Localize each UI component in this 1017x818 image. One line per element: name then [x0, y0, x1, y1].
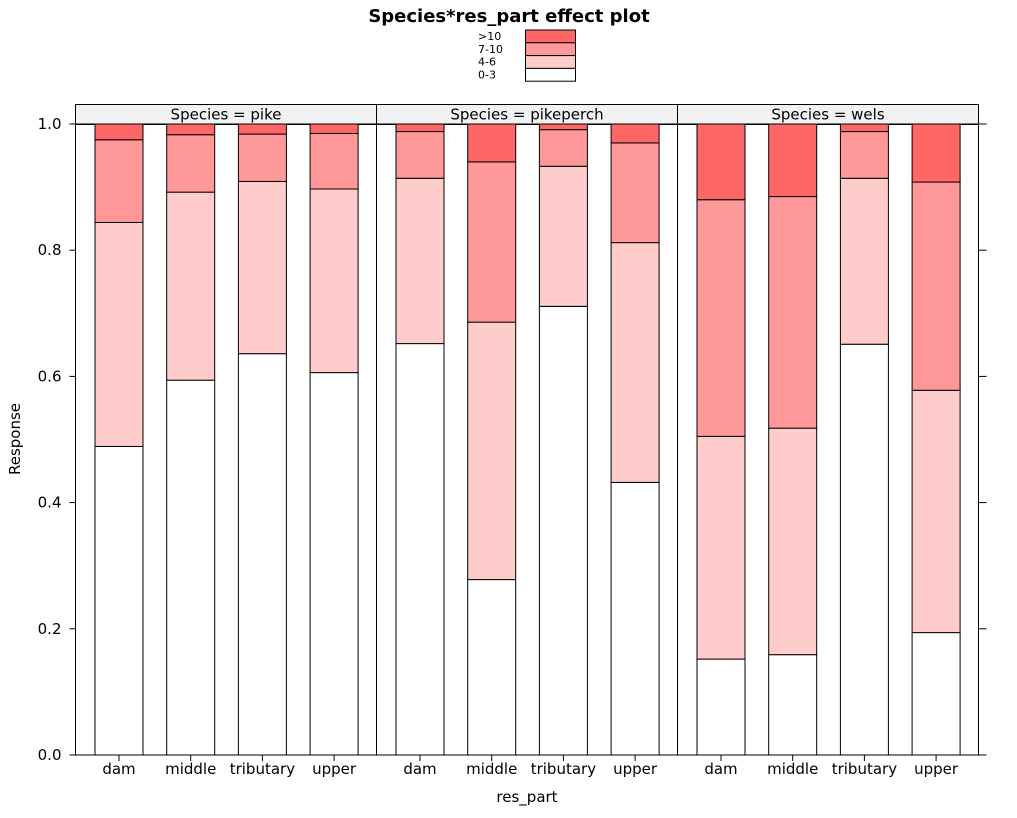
bar-segment-species-pike-upper-10	[309, 123, 359, 134]
y-axis: 0.0 0.2 0.4 0.6 0.8 1.0	[38, 115, 987, 764]
legend-label-4-6: 4-6	[478, 56, 496, 69]
bar-segment-species-pikeperch-dam-7-10	[395, 131, 445, 179]
legend-label-10: >10	[478, 30, 501, 43]
bar-segment-species-wels-tributary-0-3	[839, 343, 889, 756]
bar-segment-species-pike-dam-10	[94, 123, 144, 141]
x-tick-label-middle: middle	[767, 760, 818, 778]
bar-segment-species-pikeperch-dam-4-6	[395, 177, 445, 345]
strip-label-species-pike: Species = pike	[171, 106, 282, 124]
bar-segment-species-pike-tributary-10	[237, 123, 287, 135]
y-tick-label-0-0: 0.0	[38, 746, 62, 764]
bar-segment-species-pikeperch-dam-10	[395, 123, 445, 133]
legend-swatch-0-3	[525, 67, 576, 82]
bar-segment-species-pikeperch-upper-10	[610, 123, 660, 144]
bar-segment-species-pikeperch-dam-0-3	[395, 343, 445, 756]
legend-swatch-4-6	[525, 55, 576, 69]
bar-segment-species-pikeperch-middle-7-10	[467, 161, 517, 323]
panel-frame-species-wels	[677, 123, 979, 756]
x-tick-label-dam: dam	[403, 760, 436, 778]
x-tick-label-tributary: tributary	[832, 760, 897, 778]
bar-segment-species-pike-upper-0-3	[309, 372, 359, 756]
y-tick-label-0-6: 0.6	[38, 367, 62, 385]
bar-segment-species-pikeperch-upper-0-3	[610, 481, 660, 756]
bar-segment-species-pike-upper-4-6	[309, 188, 359, 374]
legend: >107-104-60-3	[478, 29, 576, 82]
bar-segment-species-wels-middle-4-6	[768, 427, 818, 656]
bar-segment-species-pike-tributary-4-6	[237, 180, 287, 355]
bar-segment-species-wels-middle-0-3	[768, 654, 818, 756]
panel-species-pikeperch: Species = pikeperch dam middle tributary upp…	[376, 104, 678, 778]
bar-segment-species-pike-dam-7-10	[94, 139, 144, 223]
bar-segment-species-wels-middle-7-10	[768, 196, 818, 429]
bar-segment-species-pike-dam-0-3	[94, 445, 144, 756]
bar-segment-species-pikeperch-tributary-4-6	[538, 165, 588, 307]
bar-segment-species-pikeperch-upper-7-10	[610, 142, 660, 244]
bar-segment-species-pike-tributary-0-3	[237, 353, 287, 756]
bar-segment-species-pike-middle-4-6	[166, 191, 216, 381]
bar-segment-species-wels-tributary-10	[839, 123, 889, 133]
chart-title: Species*res_part effect plot	[368, 6, 650, 27]
bar-segment-species-wels-upper-10	[911, 123, 961, 183]
bar-segment-species-pike-middle-0-3	[166, 379, 216, 756]
bar-segment-species-pikeperch-middle-4-6	[467, 321, 517, 581]
x-tick-label-tributary: tributary	[531, 760, 596, 778]
x-tick-label-middle: middle	[165, 760, 216, 778]
legend-label-7-10: 7-10	[478, 43, 503, 56]
bar-segment-species-pike-upper-7-10	[309, 132, 359, 190]
bar-segment-species-wels-dam-7-10	[696, 199, 746, 437]
x-tick-label-upper: upper	[613, 760, 658, 778]
x-tick-label-tributary: tributary	[230, 760, 295, 778]
x-tick-label-dam: dam	[704, 760, 737, 778]
bar-segment-species-pikeperch-tributary-10	[538, 123, 588, 131]
y-tick-label-0-2: 0.2	[38, 620, 62, 638]
y-axis-label: Response	[6, 403, 24, 475]
x-tick-label-dam: dam	[102, 760, 135, 778]
bar-segment-species-wels-middle-10	[768, 123, 818, 198]
y-tick-label-1-0: 1.0	[38, 115, 62, 133]
legend-swatch-10	[525, 29, 576, 44]
bar-segment-species-pike-tributary-7-10	[237, 133, 287, 182]
bar-segment-species-pikeperch-middle-10	[467, 123, 517, 163]
legend-swatch-7-10	[525, 42, 576, 57]
y-tick-label-0-8: 0.8	[38, 241, 62, 259]
strip-label-species-wels: Species = wels	[771, 106, 884, 124]
bar-segment-species-pikeperch-middle-0-3	[467, 579, 517, 756]
bar-segment-species-pike-middle-7-10	[166, 134, 216, 193]
bar-segment-species-wels-upper-4-6	[911, 389, 961, 634]
legend-label-0-3: 0-3	[478, 68, 496, 81]
x-tick-label-upper: upper	[312, 760, 357, 778]
panel-species-pike: Species = pike dam middle tributary upper	[75, 104, 377, 778]
strip-label-species-pikeperch: Species = pikeperch	[450, 106, 603, 124]
bar-segment-species-wels-upper-7-10	[911, 181, 961, 391]
x-tick-label-upper: upper	[914, 760, 959, 778]
bar-segment-species-wels-dam-0-3	[696, 658, 746, 756]
bar-segment-species-wels-dam-4-6	[696, 435, 746, 660]
bar-segment-species-pike-dam-4-6	[94, 221, 144, 447]
y-tick-label-0-4: 0.4	[38, 494, 62, 512]
bar-segment-species-pikeperch-upper-4-6	[610, 242, 660, 483]
bar-segment-species-wels-upper-0-3	[911, 632, 961, 756]
bar-segment-species-pikeperch-tributary-7-10	[538, 129, 588, 167]
x-axis-label: res_part	[496, 788, 557, 807]
panel-species-wels: Species = wels dam middle tributary upper	[677, 104, 979, 778]
bar-segment-species-wels-tributary-4-6	[839, 177, 889, 345]
bar-segment-species-wels-dam-10	[696, 123, 746, 201]
bar-segment-species-pikeperch-tributary-0-3	[538, 305, 588, 756]
x-tick-label-middle: middle	[466, 760, 517, 778]
bar-segment-species-wels-tributary-7-10	[839, 131, 889, 179]
bar-segment-species-pike-middle-10	[166, 123, 216, 136]
